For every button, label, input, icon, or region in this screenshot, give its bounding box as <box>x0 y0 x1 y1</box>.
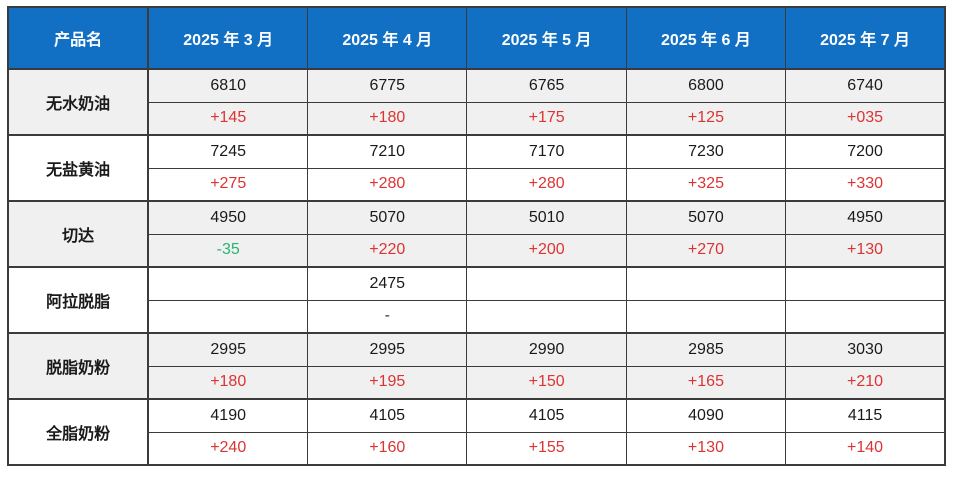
change-cell <box>147 299 309 334</box>
change-cell: +325 <box>625 167 787 202</box>
price-cell: 2995 <box>307 332 468 367</box>
price-cell: 2985 <box>625 332 787 367</box>
price-cell: 7230 <box>625 134 787 169</box>
change-cell: +270 <box>625 233 787 268</box>
price-cell: 4190 <box>147 398 309 433</box>
price-cell: 5070 <box>625 200 787 235</box>
change-row-无盐黄油: +275 +280 +280 +325 +330 <box>8 167 946 202</box>
product-name-cell: 阿拉脱脂 <box>7 266 150 334</box>
change-cell: +165 <box>625 365 787 400</box>
price-cell <box>466 266 627 301</box>
price-cell: 6800 <box>625 68 787 103</box>
price-cell: 5010 <box>466 200 627 235</box>
price-cell <box>785 266 946 301</box>
change-cell: +140 <box>785 431 946 466</box>
product-name-cell: 全脂奶粉 <box>7 398 150 466</box>
change-cell: +210 <box>785 365 946 400</box>
price-cell: 4105 <box>466 398 627 433</box>
change-row-切达: -35 +220 +200 +270 +130 <box>8 233 946 268</box>
price-cell: 6765 <box>466 68 627 103</box>
change-row-阿拉脱脂: - <box>8 299 946 334</box>
change-cell: +200 <box>466 233 627 268</box>
change-cell: +180 <box>307 101 468 136</box>
price-table-page: 产品名 2025 年 3 月 2025 年 4 月 2025 年 5 月 2025 年… <box>7 6 946 466</box>
change-cell: +195 <box>307 365 468 400</box>
change-cell: +175 <box>466 101 627 136</box>
change-cell: +160 <box>307 431 468 466</box>
change-cell: +125 <box>625 101 787 136</box>
price-cell: 5070 <box>307 200 468 235</box>
price-row-切达: 切达 4950 5070 5010 5070 4950 <box>7 200 946 268</box>
price-cell: 6775 <box>307 68 468 103</box>
price-cell: 4115 <box>785 398 946 433</box>
price-cell: 6740 <box>785 68 946 103</box>
price-row-无水奶油: 无水奶油 6810 6775 6765 6800 6740 <box>7 68 946 136</box>
change-cell: -35 <box>147 233 309 268</box>
price-cell: 6810 <box>147 68 309 103</box>
header-month-2: 2025 年 4 月 <box>307 6 468 70</box>
price-cell: 7210 <box>307 134 468 169</box>
change-cell: +330 <box>785 167 946 202</box>
product-name-cell: 切达 <box>7 200 150 268</box>
price-cell: 3030 <box>785 332 946 367</box>
price-row-阿拉脱脂: 阿拉脱脂 2475 <box>7 266 946 334</box>
dairy-price-table: 产品名 2025 年 3 月 2025 年 4 月 2025 年 5 月 2025 年… <box>7 6 946 466</box>
price-cell <box>147 266 309 301</box>
change-cell: +280 <box>466 167 627 202</box>
change-cell: +275 <box>147 167 309 202</box>
change-cell: +130 <box>785 233 946 268</box>
change-cell: +035 <box>785 101 946 136</box>
price-cell: 7245 <box>147 134 309 169</box>
change-cell: +150 <box>466 365 627 400</box>
price-row-脱脂奶粉: 脱脂奶粉 2995 2995 2990 2985 3030 <box>7 332 946 400</box>
header-month-1: 2025 年 3 月 <box>147 6 309 70</box>
change-row-全脂奶粉: +240 +160 +155 +130 +140 <box>8 431 946 466</box>
change-cell <box>466 299 627 334</box>
change-cell <box>785 299 946 334</box>
price-row-无盐黄油: 无盐黄油 7245 7210 7170 7230 7200 <box>7 134 946 202</box>
price-cell: 4105 <box>307 398 468 433</box>
product-name-cell: 脱脂奶粉 <box>7 332 150 400</box>
price-cell: 4950 <box>147 200 309 235</box>
header-month-4: 2025 年 6 月 <box>625 6 787 70</box>
price-cell: 2475 <box>307 266 468 301</box>
change-cell: +155 <box>466 431 627 466</box>
change-cell: +180 <box>147 365 309 400</box>
price-cell: 2995 <box>147 332 309 367</box>
change-cell: +130 <box>625 431 787 466</box>
change-cell: +240 <box>147 431 309 466</box>
price-cell: 4090 <box>625 398 787 433</box>
product-name-cell: 无水奶油 <box>7 68 150 136</box>
product-name-cell: 无盐黄油 <box>7 134 150 202</box>
price-cell: 7170 <box>466 134 627 169</box>
price-cell <box>625 266 787 301</box>
change-cell <box>625 299 787 334</box>
change-cell: +145 <box>147 101 309 136</box>
change-cell: +280 <box>307 167 468 202</box>
header-month-3: 2025 年 5 月 <box>466 6 627 70</box>
price-row-全脂奶粉: 全脂奶粉 4190 4105 4105 4090 4115 <box>7 398 946 466</box>
price-cell: 7200 <box>785 134 946 169</box>
change-cell: - <box>307 299 468 334</box>
change-cell: +220 <box>307 233 468 268</box>
change-row-无水奶油: +145 +180 +175 +125 +035 <box>8 101 946 136</box>
header-product-name: 产品名 <box>7 6 150 70</box>
price-cell: 4950 <box>785 200 946 235</box>
header-month-5: 2025 年 7 月 <box>785 6 946 70</box>
table-header-row: 产品名 2025 年 3 月 2025 年 4 月 2025 年 5 月 2025 年… <box>7 6 946 70</box>
change-row-脱脂奶粉: +180 +195 +150 +165 +210 <box>8 365 946 400</box>
price-cell: 2990 <box>466 332 627 367</box>
